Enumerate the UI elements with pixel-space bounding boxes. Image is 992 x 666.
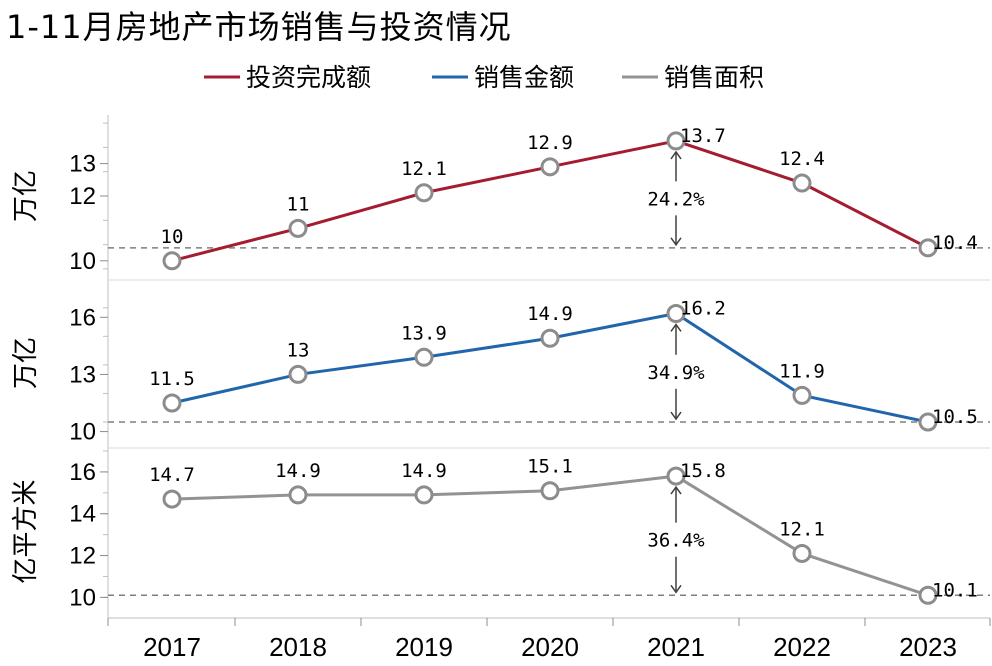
- data-label: 16.2: [680, 297, 726, 319]
- y-axis-label: 万亿: [11, 170, 41, 222]
- data-point: [540, 328, 560, 348]
- x-tick-label: 2021: [647, 632, 705, 662]
- data-point: [162, 251, 182, 271]
- data-point: [414, 183, 434, 203]
- data-label: 15.1: [527, 456, 573, 478]
- data-label: 10: [161, 226, 184, 248]
- legend-label-2: 销售金额: [474, 63, 574, 92]
- data-point: [162, 489, 182, 509]
- y-tick-label: 12: [69, 543, 96, 570]
- data-point: [540, 157, 560, 177]
- x-tick-label: 2018: [269, 632, 327, 662]
- x-tick-label: 2019: [395, 632, 453, 662]
- y-tick-label: 10: [69, 584, 96, 611]
- legend-label-3: 销售面积: [664, 63, 764, 92]
- data-label: 14.9: [275, 460, 321, 482]
- y-tick-label: 10: [69, 419, 96, 446]
- data-point: [666, 303, 686, 323]
- data-label: 12.9: [527, 132, 573, 154]
- data-label: 10.1: [932, 579, 978, 601]
- data-point: [918, 585, 938, 605]
- y-axis-label: 万亿: [11, 337, 41, 389]
- y-tick-label: 16: [69, 304, 96, 331]
- chart-title: 1-11月房地产市场销售与投资情况: [6, 8, 512, 46]
- data-point: [666, 131, 686, 151]
- y-tick-label: 13: [69, 361, 96, 388]
- data-label: 13.9: [401, 322, 447, 344]
- change-percent-label: 36.4%: [647, 530, 705, 552]
- arrowhead-down: [670, 411, 682, 421]
- y-tick-label: 13: [69, 151, 96, 178]
- data-label: 12.1: [401, 158, 447, 180]
- arrowhead-up: [670, 323, 682, 332]
- y-tick-label: 16: [69, 459, 96, 486]
- data-label: 11.5: [149, 368, 195, 390]
- y-tick-label: 10: [69, 248, 96, 275]
- data-label: 10.4: [932, 232, 978, 254]
- data-point: [918, 412, 938, 432]
- data-point: [666, 466, 686, 486]
- data-label: 14.9: [401, 460, 447, 482]
- arrowhead-up: [670, 485, 682, 495]
- data-point: [792, 543, 812, 563]
- arrowhead-down: [670, 237, 682, 247]
- data-label: 14.7: [149, 464, 195, 486]
- x-tick-label: 2022: [773, 632, 831, 662]
- y-tick-label: 14: [69, 501, 96, 528]
- arrowhead-up: [670, 150, 682, 160]
- x-tick-label: 2017: [143, 632, 201, 662]
- data-label: 10.5: [932, 406, 978, 428]
- y-tick-label: 12: [69, 183, 96, 210]
- data-point: [414, 347, 434, 367]
- change-percent-label: 24.2%: [647, 188, 705, 210]
- data-label: 15.8: [680, 460, 726, 482]
- data-label: 12.1: [779, 518, 825, 540]
- x-tick-label: 2020: [521, 632, 579, 662]
- data-point: [792, 385, 812, 405]
- y-axis-label: 亿平方米: [11, 479, 41, 583]
- data-label: 13.7: [680, 125, 726, 147]
- data-point: [288, 485, 308, 505]
- data-label: 14.9: [527, 303, 573, 325]
- change-percent-label: 34.9%: [647, 362, 705, 384]
- arrowhead-down: [670, 584, 682, 594]
- data-point: [918, 238, 938, 258]
- data-point: [414, 485, 434, 505]
- data-label: 12.4: [779, 148, 825, 170]
- x-tick-label: 2023: [899, 632, 957, 662]
- legend-label-1: 投资完成额: [246, 63, 371, 92]
- data-point: [288, 364, 308, 384]
- data-label: 13: [287, 339, 310, 361]
- data-label: 11: [287, 193, 310, 215]
- data-point: [540, 481, 560, 501]
- data-label: 11.9: [779, 360, 825, 382]
- data-point: [162, 393, 182, 413]
- data-point: [792, 173, 812, 193]
- data-point: [288, 218, 308, 238]
